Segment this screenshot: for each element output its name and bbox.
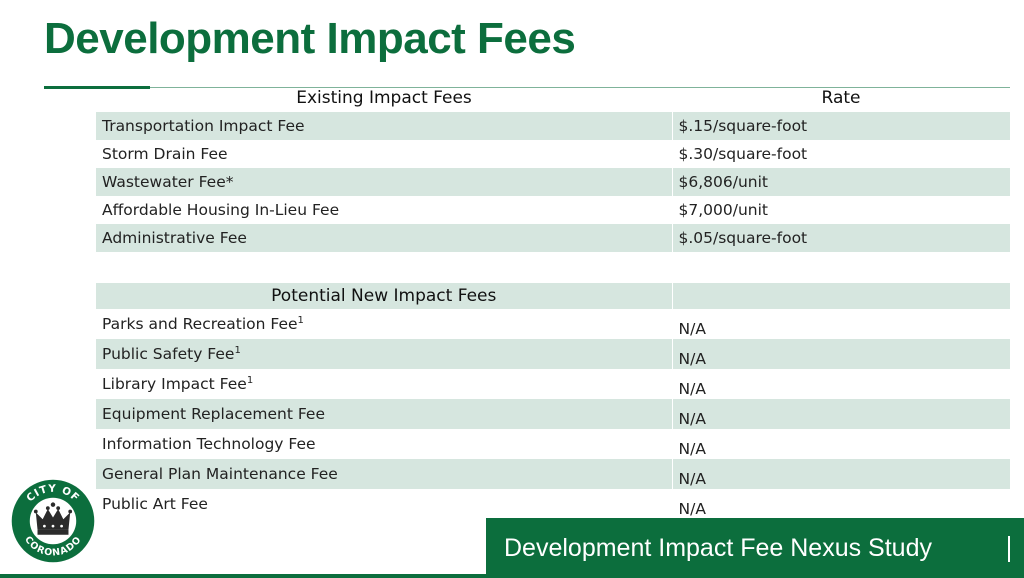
table-row: Administrative Fee $.05/square-foot <box>96 224 1010 252</box>
table-row: Information Technology Fee N/A <box>96 429 1010 459</box>
fee-rate: N/A <box>671 369 1010 399</box>
fee-name: Affordable Housing In-Lieu Fee <box>102 201 340 219</box>
table-row: Public Art Fee N/A <box>96 489 1010 519</box>
fee-name: Public Safety Fee1 <box>96 339 672 369</box>
table-row: Library Impact Fee1 N/A <box>96 369 1010 399</box>
table-row: Equipment Replacement Fee N/A <box>96 399 1010 429</box>
existing-fees-table: Existing Impact Fees Rate Transportation… <box>96 84 1010 252</box>
crown-icon <box>33 502 73 535</box>
table-row: Affordable Housing In-Lieu Fee $7,000/un… <box>96 196 1010 224</box>
potential-header-name: Potential New Impact Fees <box>96 283 672 309</box>
table-row: Storm Drain Fee $.30/square-foot <box>96 140 1010 168</box>
fee-name: Administrative Fee <box>96 224 672 252</box>
fee-rate: $.15/square-foot <box>671 112 1010 140</box>
fee-rate: N/A <box>671 399 1010 429</box>
fee-name: Public Art Fee <box>102 495 208 513</box>
footer-title: Development Impact Fee Nexus Study <box>504 534 932 562</box>
fee-name: Storm Drain Fee <box>102 145 228 163</box>
fee-name: General Plan Maintenance Fee <box>96 459 672 489</box>
fee-rate: N/A <box>671 339 1010 369</box>
footnote-marker: 1 <box>297 314 304 326</box>
table-row: Parks and Recreation Fee1 N/A <box>96 309 1010 339</box>
table-row: Wastewater Fee* $6,806/unit <box>96 168 1010 196</box>
fee-name: Parks and Recreation Fee1 <box>102 314 304 334</box>
existing-header-name: Existing Impact Fees <box>296 88 472 108</box>
fee-rate: $.30/square-foot <box>671 140 1010 168</box>
table-row: Public Safety Fee1 N/A <box>96 339 1010 369</box>
title-underline <box>44 86 150 89</box>
slide-title: Development Impact Fees <box>44 14 576 63</box>
fee-name: Wastewater Fee* <box>96 168 672 196</box>
bottom-rule <box>0 574 486 578</box>
table-row: General Plan Maintenance Fee N/A <box>96 459 1010 489</box>
fee-rate: N/A <box>671 489 1010 519</box>
title-divider <box>150 87 1010 88</box>
potential-header-rate <box>671 283 1010 309</box>
fee-rate: N/A <box>671 429 1010 459</box>
table-row: Transportation Impact Fee $.15/square-fo… <box>96 112 1010 140</box>
footnote-marker: 1 <box>234 344 241 356</box>
potential-header-row: Potential New Impact Fees <box>96 283 1010 309</box>
fee-rate: N/A <box>671 309 1010 339</box>
fee-rate: $6,806/unit <box>671 168 1010 196</box>
city-seal-logo: CITY OF CORONADO <box>11 479 95 563</box>
fee-rate: $7,000/unit <box>671 196 1010 224</box>
fee-name: Library Impact Fee1 <box>102 374 254 394</box>
footnote-marker: 1 <box>246 374 254 386</box>
fee-name: Information Technology Fee <box>102 435 316 453</box>
existing-header-rate: Rate <box>821 88 861 108</box>
potential-fees-table: Potential New Impact Fees Parks and Recr… <box>96 283 1010 519</box>
footer-banner: Development Impact Fee Nexus Study <box>486 518 1024 578</box>
existing-header-row: Existing Impact Fees Rate <box>96 84 1010 112</box>
fee-rate: $.05/square-foot <box>671 224 1010 252</box>
fee-name: Equipment Replacement Fee <box>96 399 672 429</box>
fee-name: Transportation Impact Fee <box>96 112 672 140</box>
footer-accent-bar <box>1008 536 1010 562</box>
fee-rate: N/A <box>671 459 1010 489</box>
